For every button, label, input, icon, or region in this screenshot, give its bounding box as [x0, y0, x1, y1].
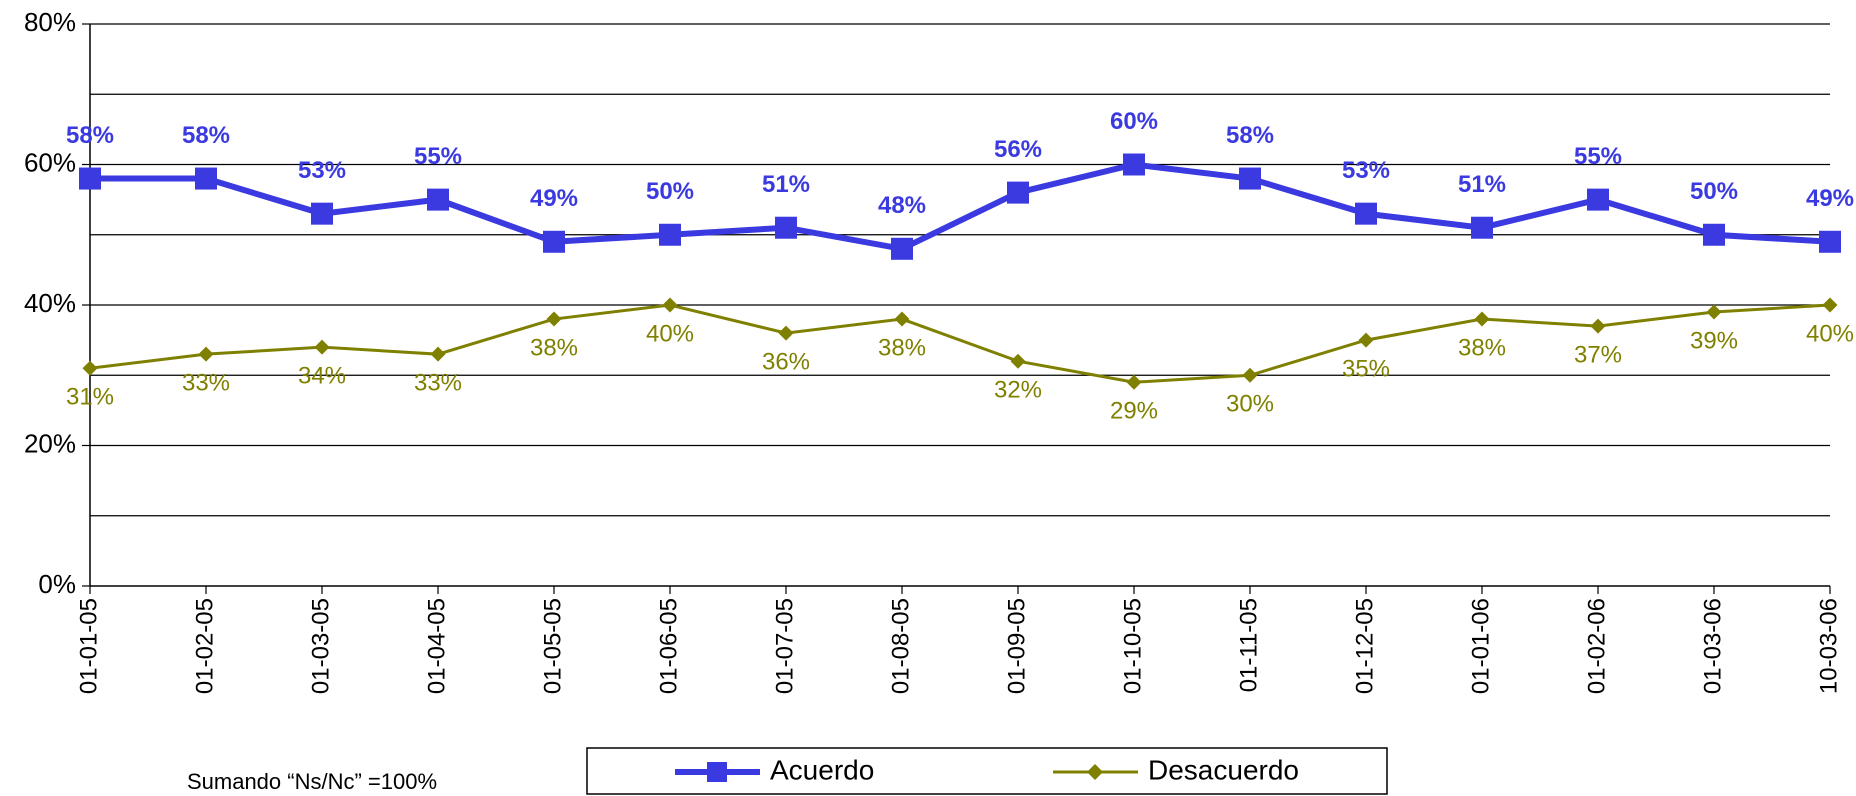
legend-label: Acuerdo: [770, 754, 874, 785]
x-tick-label: 01-11-05: [1235, 598, 1262, 692]
x-tick-label: 01-07-05: [771, 598, 798, 694]
marker: [1822, 297, 1838, 313]
note: Sumando “Ns/Nc” =100%: [187, 769, 437, 794]
data-label: 37%: [1574, 341, 1622, 368]
data-label: 58%: [66, 122, 114, 149]
data-label: 58%: [1226, 122, 1274, 149]
legend-label: Desacuerdo: [1148, 754, 1299, 785]
marker: [430, 346, 446, 362]
data-label: 40%: [1806, 320, 1854, 347]
marker: [1471, 216, 1493, 239]
x-tick-label: 01-12-05: [1351, 598, 1378, 694]
data-label: 58%: [182, 122, 230, 149]
x-tick-label: 01-04-05: [423, 598, 450, 694]
marker: [1590, 318, 1606, 334]
marker: [1587, 188, 1609, 211]
y-tick-label: 80%: [24, 7, 76, 37]
x-tick-label: 01-02-06: [1583, 598, 1610, 694]
data-label: 32%: [994, 377, 1042, 404]
marker: [1703, 223, 1725, 246]
x-tick-label: 01-03-06: [1699, 598, 1726, 694]
data-label: 49%: [1806, 185, 1854, 212]
marker: [427, 188, 449, 211]
data-label: 55%: [414, 143, 462, 170]
marker: [1474, 311, 1490, 327]
marker: [1819, 230, 1841, 253]
marker: [1010, 353, 1026, 369]
data-label: 38%: [530, 334, 578, 361]
series-line: [89, 303, 1831, 384]
x-tick-label: 01-10-05: [1119, 598, 1146, 694]
marker: [1239, 167, 1261, 190]
legend-marker: [1087, 764, 1103, 780]
data-label: 29%: [1110, 398, 1158, 425]
data-label: 53%: [298, 157, 346, 184]
data-label: 36%: [762, 348, 810, 375]
data-label: 60%: [1110, 108, 1158, 135]
marker: [659, 223, 681, 246]
x-tick-label: 01-08-05: [887, 598, 914, 694]
marker: [1358, 332, 1374, 348]
data-label: 39%: [1690, 327, 1738, 354]
data-label: 53%: [1342, 157, 1390, 184]
marker: [1007, 181, 1029, 204]
marker: [82, 360, 98, 376]
y-tick-label: 20%: [24, 428, 76, 458]
x-tick-label: 01-09-05: [1003, 598, 1030, 694]
data-label: 34%: [298, 362, 346, 389]
data-label: 31%: [66, 384, 114, 411]
data-label: 51%: [762, 171, 810, 198]
y-tick-label: 60%: [24, 147, 76, 177]
data-label: 40%: [646, 320, 694, 347]
marker: [662, 297, 678, 313]
marker: [79, 167, 101, 190]
y-tick-label: 0%: [38, 569, 76, 599]
marker: [311, 202, 333, 225]
data-label: 33%: [414, 370, 462, 397]
y-tick-label: 40%: [24, 288, 76, 318]
data-label: 38%: [878, 334, 926, 361]
data-label: 48%: [878, 192, 926, 219]
marker: [891, 237, 913, 260]
data-label: 38%: [1458, 334, 1506, 361]
x-tick-label: 01-05-05: [539, 598, 566, 694]
data-label: 50%: [1690, 178, 1738, 205]
data-label: 50%: [646, 178, 694, 205]
marker: [775, 216, 797, 239]
marker: [543, 230, 565, 253]
marker: [314, 339, 330, 355]
series-line: [90, 161, 1831, 252]
marker: [894, 311, 910, 327]
marker: [1126, 374, 1142, 390]
marker: [1355, 202, 1377, 225]
legend-marker: [707, 762, 727, 782]
x-tick-label: 01-01-05: [75, 598, 102, 694]
data-label: 49%: [530, 185, 578, 212]
data-label: 30%: [1226, 391, 1274, 418]
x-tick-label: 01-03-05: [307, 598, 334, 694]
marker: [1706, 304, 1722, 320]
marker: [1123, 153, 1145, 176]
marker: [778, 325, 794, 341]
marker: [195, 167, 217, 190]
marker: [198, 346, 214, 362]
data-label: 55%: [1574, 143, 1622, 170]
x-tick-label: 10-03-06: [1815, 598, 1842, 694]
data-label: 56%: [994, 136, 1042, 163]
marker: [1242, 367, 1258, 383]
data-label: 33%: [182, 370, 230, 397]
marker: [546, 311, 562, 327]
data-label: 51%: [1458, 171, 1506, 198]
x-tick-label: 01-02-05: [191, 598, 218, 694]
data-label: 35%: [1342, 355, 1390, 382]
x-tick-label: 01-06-05: [655, 598, 682, 694]
x-tick-label: 01-01-06: [1467, 598, 1494, 694]
